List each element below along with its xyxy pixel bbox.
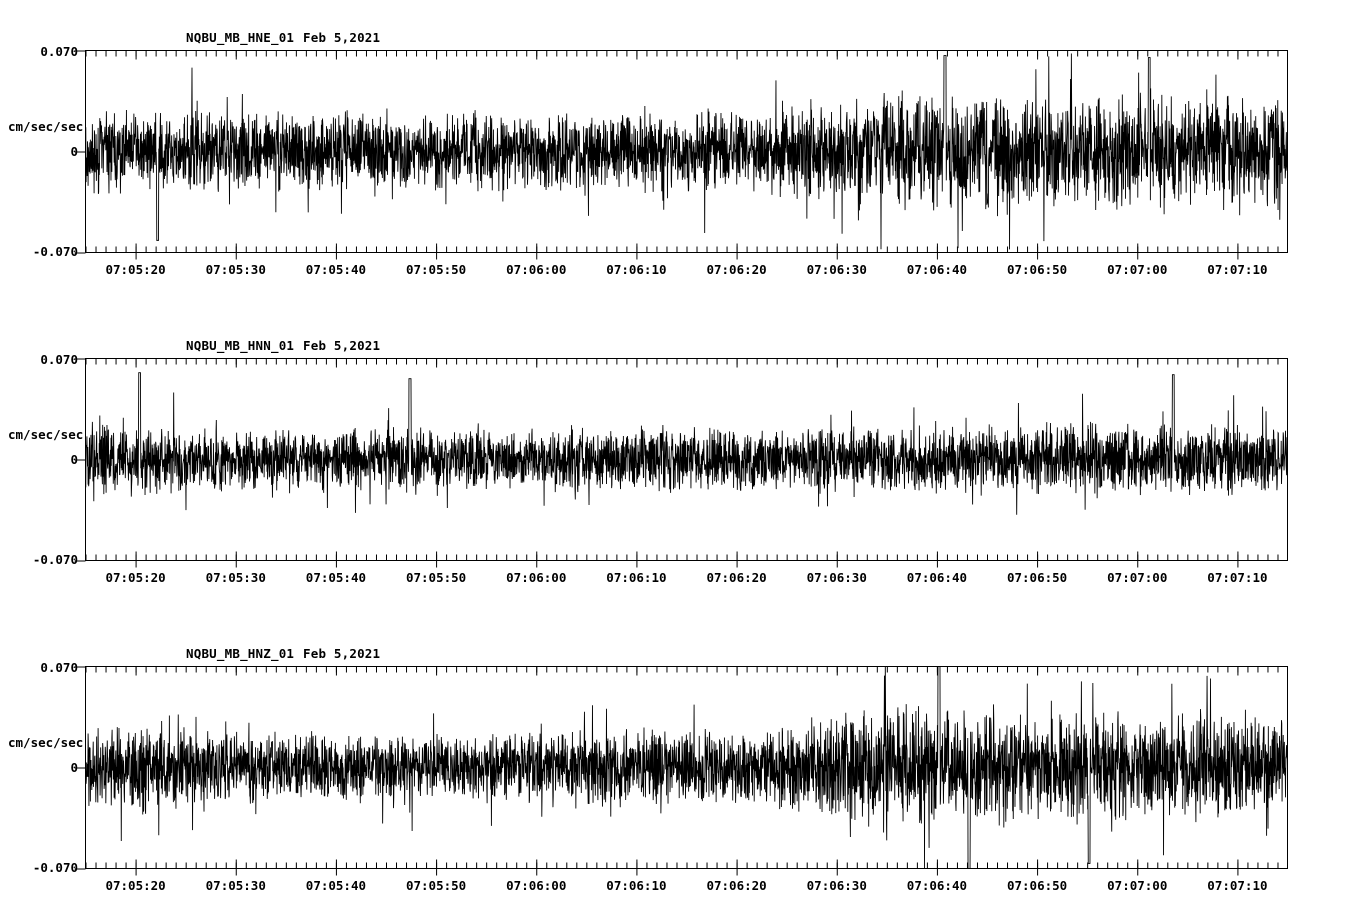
x-axis-tick-label: 07:06:30 xyxy=(806,262,867,277)
y-axis-ticks xyxy=(74,50,86,254)
panel-title-date: Feb 5,2021 xyxy=(303,30,381,45)
waveform-trace xyxy=(85,372,1288,515)
top-axis-ticks xyxy=(85,358,1279,368)
x-axis-tick-label: 07:07:10 xyxy=(1207,262,1268,277)
x-axis-tick-label: 07:07:00 xyxy=(1107,878,1168,893)
seismogram-panel: NQBU_MB_HNZ_01 Feb 5,2021 0.070 cm/sec/s… xyxy=(0,616,1358,924)
x-axis-tick-label: 07:06:20 xyxy=(706,262,767,277)
seismogram-panel: NQBU_MB_HNE_01 Feb 5,2021 0.070 cm/sec/s… xyxy=(0,0,1358,308)
panel-title-station: NQBU_MB_HNE_01 xyxy=(186,30,295,45)
x-axis-tick-label: 07:06:00 xyxy=(506,878,567,893)
x-axis-tick-label: 07:05:40 xyxy=(305,570,367,585)
x-axis-tick-label: 07:05:30 xyxy=(205,878,266,893)
x-axis-tick-label: 07:06:40 xyxy=(906,262,968,277)
bottom-axis-ticks xyxy=(85,551,1279,568)
x-axis-tick-label: 07:06:10 xyxy=(606,570,667,585)
seismogram-panel: NQBU_MB_HNN_01 Feb 5,2021 0.070 cm/sec/s… xyxy=(0,308,1358,616)
panel-title-date: Feb 5,2021 xyxy=(303,646,381,661)
x-axis-tick-label: 07:05:50 xyxy=(405,570,467,585)
bottom-axis-ticks xyxy=(85,859,1279,876)
x-axis-tick-label: 07:06:00 xyxy=(506,570,567,585)
y-axis-ticks xyxy=(74,666,86,870)
x-axis-tick-label: 07:07:00 xyxy=(1107,262,1168,277)
x-axis-tick-label: 07:05:20 xyxy=(105,878,166,893)
y-axis-units-label: cm/sec/sec xyxy=(8,427,84,442)
y-axis-max-label: 0.070 xyxy=(40,660,78,675)
top-axis-ticks xyxy=(85,666,1279,676)
x-axis-tick-label: 07:05:50 xyxy=(405,878,467,893)
y-axis-min-label: -0.070 xyxy=(32,244,78,259)
x-axis-tick-label: 07:06:00 xyxy=(506,262,567,277)
panel-title-date: Feb 5,2021 xyxy=(303,338,381,353)
x-axis-tick-label: 07:06:10 xyxy=(606,878,667,893)
waveform-plot xyxy=(74,358,1288,568)
x-axis-tick-label: 07:06:50 xyxy=(1006,570,1068,585)
x-axis-tick-label: 07:05:40 xyxy=(305,878,367,893)
x-axis-tick-label: 07:05:50 xyxy=(405,262,467,277)
x-axis-tick-label: 07:05:20 xyxy=(105,262,166,277)
x-axis-tick-label: 07:06:30 xyxy=(806,878,867,893)
y-axis-min-label: -0.070 xyxy=(32,552,78,567)
x-axis-tick-label: 07:07:10 xyxy=(1207,878,1268,893)
bottom-axis-ticks xyxy=(85,243,1279,260)
y-axis-zero-label: 0 xyxy=(70,760,78,775)
y-axis-max-label: 0.070 xyxy=(40,352,78,367)
x-axis-tick-label: 07:07:00 xyxy=(1107,570,1168,585)
y-axis-ticks xyxy=(74,358,86,562)
x-axis-tick-label: 07:06:20 xyxy=(706,570,767,585)
x-axis-tick-label: 07:05:30 xyxy=(205,570,266,585)
waveform-plot xyxy=(74,50,1288,260)
waveform-trace xyxy=(85,666,1288,869)
x-axis-tick-label: 07:05:30 xyxy=(205,262,266,277)
x-axis-tick-label: 07:05:40 xyxy=(305,262,367,277)
x-axis-tick-label: 07:06:30 xyxy=(806,570,867,585)
x-axis-tick-label: 07:05:20 xyxy=(105,570,166,585)
top-axis-ticks xyxy=(85,50,1279,60)
panel-title-station: NQBU_MB_HNZ_01 xyxy=(186,646,295,661)
x-axis-tick-label: 07:07:10 xyxy=(1207,570,1268,585)
x-axis-tick-label: 07:06:20 xyxy=(706,878,767,893)
y-axis-min-label: -0.070 xyxy=(32,860,78,875)
waveform-trace xyxy=(85,53,1288,250)
y-axis-zero-label: 0 xyxy=(70,452,78,467)
waveform-plot xyxy=(74,666,1288,876)
x-axis-tick-label: 07:06:40 xyxy=(906,878,968,893)
panel-title-station: NQBU_MB_HNN_01 xyxy=(186,338,295,353)
y-axis-zero-label: 0 xyxy=(70,144,78,159)
y-axis-units-label: cm/sec/sec xyxy=(8,119,84,134)
x-axis-tick-label: 07:06:40 xyxy=(906,570,968,585)
y-axis-units-label: cm/sec/sec xyxy=(8,735,84,750)
x-axis-tick-label: 07:06:50 xyxy=(1006,262,1068,277)
y-axis-max-label: 0.070 xyxy=(40,44,78,59)
x-axis-tick-label: 07:06:50 xyxy=(1006,878,1068,893)
x-axis-tick-label: 07:06:10 xyxy=(606,262,667,277)
